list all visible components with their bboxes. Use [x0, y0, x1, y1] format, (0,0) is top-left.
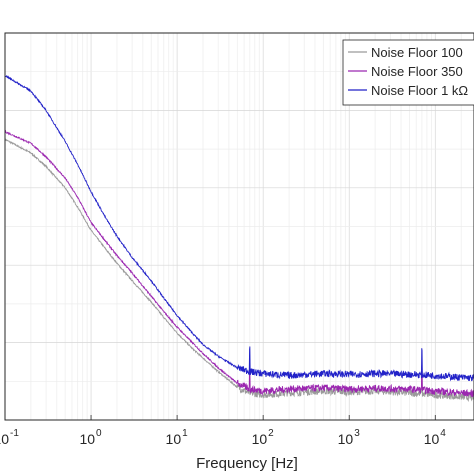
x-tick-exponent: 1 [182, 428, 188, 439]
legend-box [342, 39, 474, 106]
x-tick-label: 10 1 [166, 428, 189, 447]
x-tick-exponent: 0 [96, 428, 102, 439]
x-tick-base: 10 [424, 431, 440, 447]
x-tick-base: 10 [166, 431, 182, 447]
series-lines [4, 74, 474, 402]
series-line-2 [4, 74, 474, 382]
plot-frame [4, 32, 474, 421]
x-tick-exponent: -1 [10, 428, 19, 439]
x-axis-label: Frequency [Hz] [196, 455, 298, 472]
legend-label: Noise Floor 1 kΩ [371, 83, 468, 98]
x-tick-label: 10-1 [0, 428, 19, 447]
legend: Noise Floor 100 Noise Floor 350 Noise Floo… [342, 39, 474, 106]
legend-label: Noise Floor 350 [371, 64, 463, 79]
x-tick-label: 10 3 [338, 428, 361, 447]
grid [4, 33, 474, 420]
x-tick-base: 10 [79, 431, 95, 447]
x-tick-exponent: 4 [440, 428, 446, 439]
legend-label: Noise Floor 100 [371, 45, 463, 60]
series-line-1 [4, 129, 474, 397]
x-tick-label: 10 0 [79, 428, 102, 447]
x-tick-label: 10 4 [424, 428, 447, 447]
x-tick-label: 10 2 [252, 428, 275, 447]
x-tick-base: 10 [252, 431, 268, 447]
series-line-0 [4, 137, 474, 402]
x-tick-exponent: 3 [354, 428, 360, 439]
x-tick-exponent: 2 [268, 428, 274, 439]
x-tick-base: 10 [0, 431, 9, 447]
x-tick-base: 10 [338, 431, 354, 447]
